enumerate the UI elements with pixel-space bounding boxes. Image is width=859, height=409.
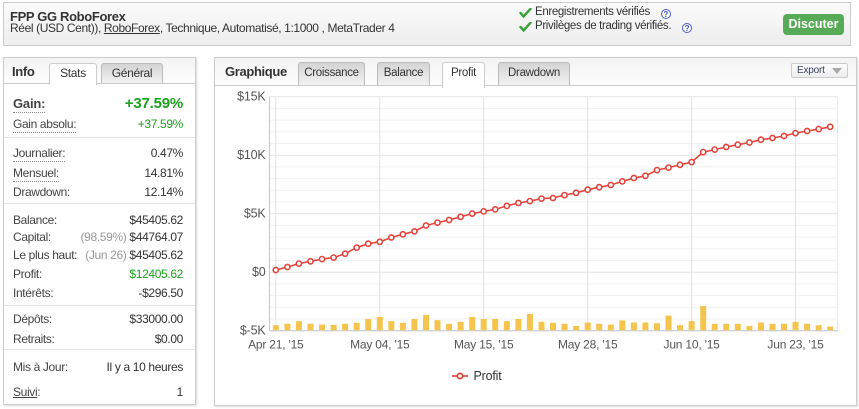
svg-text:$-5K: $-5K (240, 324, 266, 338)
svg-text:Apr 21, '15: Apr 21, '15 (248, 338, 304, 352)
svg-text:$15K: $15K (237, 90, 266, 104)
svg-text:May 28, '15: May 28, '15 (558, 338, 618, 352)
svg-text:May 15, '15: May 15, '15 (454, 338, 514, 352)
svg-text:$0: $0 (252, 265, 266, 279)
svg-text:$5K: $5K (244, 207, 267, 221)
svg-text:Profit: Profit (474, 369, 503, 383)
svg-text:$10K: $10K (237, 148, 266, 162)
svg-text:Jun 23, '15: Jun 23, '15 (767, 338, 824, 352)
svg-text:Jun 10, '15: Jun 10, '15 (664, 338, 721, 352)
svg-text:May 04, '15: May 04, '15 (350, 338, 410, 352)
